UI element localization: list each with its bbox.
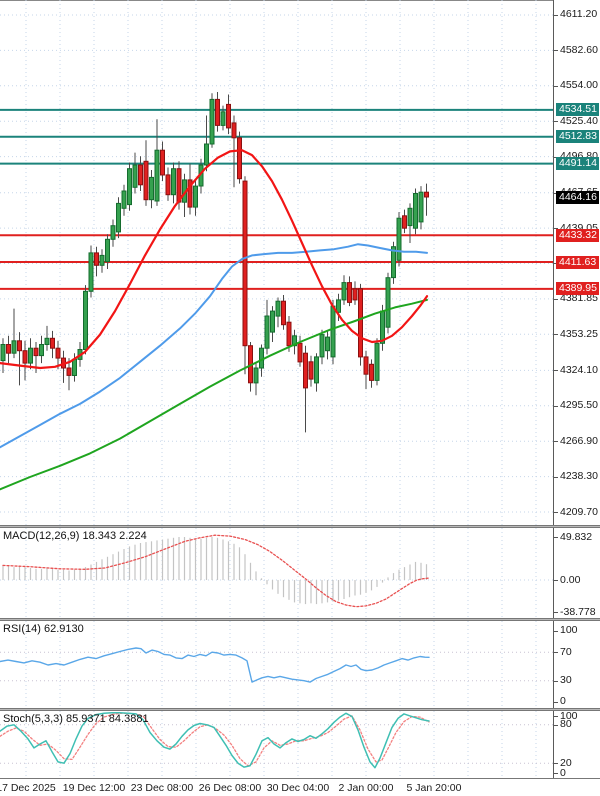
price-axis[interactable]: 4611.204582.604554.004525.404496.804467.…	[553, 0, 600, 525]
rsi-panel: RSI(14) 62.9130 100 70 30 0	[0, 621, 600, 708]
support-level-badge: 4433.32	[556, 228, 599, 242]
main-chart-panel: 4611.204582.604554.004525.404496.804467.…	[0, 0, 600, 525]
axis-tick	[554, 476, 558, 478]
time-axis-label: 19 Dec 12:00	[62, 782, 126, 794]
price-axis-label: 4295.50	[560, 399, 598, 412]
support-level-badge: 4389.95	[556, 282, 599, 296]
price-axis-label: 4582.60	[560, 43, 598, 56]
rsi-canvas[interactable]	[0, 621, 553, 708]
axis-tick	[554, 228, 558, 230]
rsi-axis-label: 100	[560, 624, 578, 637]
axis-tick	[554, 773, 558, 774]
time-axis-label: 2 Jan 00:00	[338, 782, 394, 794]
price-axis-label: 4353.25	[560, 327, 598, 340]
support-level-badge: 4411.63	[556, 255, 599, 269]
macd-canvas[interactable]	[0, 528, 553, 618]
main-chart-canvas[interactable]	[0, 0, 553, 525]
axis-tick	[554, 334, 558, 336]
axis-tick	[554, 370, 558, 372]
stochastic-canvas[interactable]	[0, 711, 553, 778]
stoch-axis-label: 100	[560, 709, 578, 722]
time-axis[interactable]: 17 Dec 2025 19 Dec 12:00 23 Dec 08:00 26 De…	[0, 778, 600, 796]
time-axis-label: 26 Dec 08:00	[198, 782, 262, 794]
price-axis-label: 4324.10	[560, 363, 598, 376]
axis-tick	[554, 121, 558, 123]
panel-separator[interactable]	[0, 708, 600, 711]
axis-tick	[554, 405, 558, 407]
stochastic-axis[interactable]: 100 80 20 0	[553, 709, 600, 779]
resistance-level-badge: 4534.51	[556, 103, 599, 117]
price-axis-label: 4209.70	[560, 505, 598, 518]
time-axis-label: 30 Dec 04:00	[266, 782, 330, 794]
resistance-level-badge: 4512.83	[556, 130, 599, 144]
price-axis-label: 4525.40	[560, 114, 598, 127]
time-axis-label: 5 Jan 20:00	[406, 782, 462, 794]
axis-tick	[554, 441, 558, 443]
price-axis-label: 4611.20	[560, 8, 598, 21]
axis-tick	[554, 14, 558, 16]
axis-tick	[554, 512, 558, 513]
axis-tick	[554, 50, 558, 52]
axis-tick	[554, 580, 558, 582]
axis-tick	[554, 298, 558, 300]
current-price-badge: 4464.16	[556, 190, 599, 204]
axis-tick	[554, 652, 558, 654]
axis-tick	[554, 537, 558, 539]
rsi-label: RSI(14) 62.9130	[3, 623, 84, 635]
time-axis-label: 17 Dec 2025	[0, 782, 56, 794]
stoch-axis-label: 80	[560, 718, 572, 731]
macd-label: MACD(12,26,9) 18.343 2.224	[3, 530, 147, 542]
axis-tick	[554, 85, 558, 87]
price-axis-label: 4238.30	[560, 470, 598, 483]
axis-tick	[554, 716, 558, 717]
axis-tick	[554, 724, 558, 726]
time-axis-label: 23 Dec 08:00	[130, 782, 194, 794]
macd-axis-label: -38.778	[560, 605, 596, 618]
axis-tick	[554, 630, 558, 632]
price-axis-label: 4554.00	[560, 79, 598, 92]
rsi-axis[interactable]: 100 70 30 0	[553, 621, 600, 708]
price-axis-label: 4381.85	[560, 292, 598, 305]
axis-tick	[554, 680, 558, 682]
axis-tick	[554, 701, 558, 703]
resistance-level-badge: 4491.14	[556, 157, 599, 171]
axis-tick	[554, 612, 558, 613]
rsi-axis-label: 30	[560, 674, 572, 687]
panel-separator[interactable]	[0, 525, 600, 528]
stoch-axis-label: 0	[560, 766, 566, 779]
axis-tick	[554, 763, 558, 765]
stoch-axis-label: 20	[560, 756, 572, 769]
rsi-axis-label: 70	[560, 645, 572, 658]
macd-axis-label: 49.832	[560, 530, 593, 543]
stochastic-panel: Stoch(5,3,3) 85.9371 84.3881 100 80 20 0	[0, 709, 600, 779]
macd-panel: MACD(12,26,9) 18.343 2.224 49.832 0.00 -38…	[0, 528, 600, 618]
rsi-axis-label: 0	[560, 695, 566, 708]
macd-axis-label: 0.00	[560, 573, 581, 586]
price-axis-label: 4266.90	[560, 434, 598, 447]
panel-separator[interactable]	[0, 618, 600, 621]
stochastic-label: Stoch(5,3,3) 85.9371 84.3881	[3, 713, 149, 725]
macd-axis[interactable]: 49.832 0.00 -38.778	[553, 528, 600, 618]
